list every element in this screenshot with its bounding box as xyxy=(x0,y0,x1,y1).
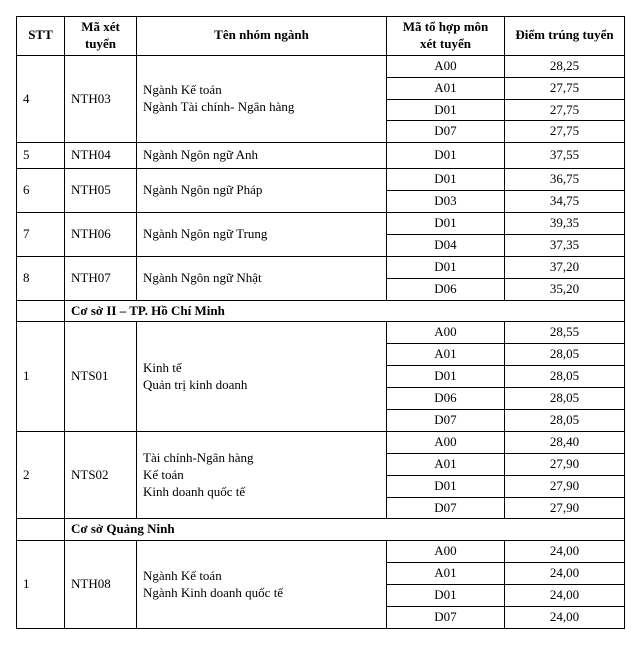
cell-combo: D01 xyxy=(387,169,505,191)
cell-score: 27,75 xyxy=(505,121,625,143)
cell-combo: D04 xyxy=(387,234,505,256)
cell-combo: D01 xyxy=(387,99,505,121)
cell-score: 28,05 xyxy=(505,366,625,388)
cell-combo: D06 xyxy=(387,278,505,300)
cell-score: 37,55 xyxy=(505,143,625,169)
cell-stt: 1 xyxy=(17,322,65,431)
section-title: Cơ sở Quảng Ninh xyxy=(65,519,625,541)
cell-score: 39,35 xyxy=(505,213,625,235)
section-stt-empty xyxy=(17,519,65,541)
cell-combo: D07 xyxy=(387,607,505,629)
cell-score: 27,90 xyxy=(505,475,625,497)
cell-stt: 5 xyxy=(17,143,65,169)
cell-combo: A01 xyxy=(387,77,505,99)
cell-score: 24,00 xyxy=(505,585,625,607)
cell-name: Ngành Ngôn ngữ Nhật xyxy=(137,256,387,300)
cell-name: Tài chính-Ngân hàngKế toánKinh doanh quố… xyxy=(137,431,387,519)
table-row: 1NTS01Kinh tếQuản trị kinh doanhA0028,55 xyxy=(17,322,625,344)
col-code: Mã xét tuyển xyxy=(65,17,137,56)
cell-combo: D01 xyxy=(387,585,505,607)
cell-combo: D01 xyxy=(387,143,505,169)
cell-name: Ngành Ngôn ngữ Pháp xyxy=(137,169,387,213)
cell-code: NTS02 xyxy=(65,431,137,519)
cell-score: 27,75 xyxy=(505,77,625,99)
table-row: 7NTH06Ngành Ngôn ngữ TrungD0139,35 xyxy=(17,213,625,235)
cell-combo: A01 xyxy=(387,344,505,366)
cell-score: 28,25 xyxy=(505,55,625,77)
cell-stt: 2 xyxy=(17,431,65,519)
table-row: 8NTH07Ngành Ngôn ngữ NhậtD0137,20 xyxy=(17,256,625,278)
cell-stt: 7 xyxy=(17,213,65,257)
cell-score: 27,90 xyxy=(505,453,625,475)
cell-combo: D01 xyxy=(387,366,505,388)
cell-combo: D07 xyxy=(387,497,505,519)
cell-score: 27,75 xyxy=(505,99,625,121)
cell-combo: A00 xyxy=(387,541,505,563)
table-row: 1NTH08Ngành Kế toánNgành Kinh doanh quốc… xyxy=(17,541,625,563)
table-row: 6NTH05Ngành Ngôn ngữ PhápD0136,75 xyxy=(17,169,625,191)
cell-code: NTH04 xyxy=(65,143,137,169)
cell-stt: 1 xyxy=(17,541,65,629)
cell-combo: D03 xyxy=(387,191,505,213)
cell-name: Ngành Kế toánNgành Kinh doanh quốc tế xyxy=(137,541,387,629)
section-row: Cơ sở II – TP. Hồ Chí Minh xyxy=(17,300,625,322)
cell-combo: A00 xyxy=(387,431,505,453)
section-title: Cơ sở II – TP. Hồ Chí Minh xyxy=(65,300,625,322)
cell-score: 28,05 xyxy=(505,344,625,366)
col-stt: STT xyxy=(17,17,65,56)
cell-score: 24,00 xyxy=(505,563,625,585)
cell-stt: 8 xyxy=(17,256,65,300)
cell-code: NTH03 xyxy=(65,55,137,143)
cell-score: 28,05 xyxy=(505,388,625,410)
cell-stt: 4 xyxy=(17,55,65,143)
section-stt-empty xyxy=(17,300,65,322)
cell-score: 27,90 xyxy=(505,497,625,519)
col-combo: Mã tổ hợp môn xét tuyển xyxy=(387,17,505,56)
cell-combo: D07 xyxy=(387,410,505,432)
admissions-table: STT Mã xét tuyển Tên nhóm ngành Mã tổ hợ… xyxy=(16,16,625,629)
cell-code: NTH08 xyxy=(65,541,137,629)
cell-code: NTS01 xyxy=(65,322,137,431)
cell-score: 37,35 xyxy=(505,234,625,256)
cell-score: 37,20 xyxy=(505,256,625,278)
cell-code: NTH05 xyxy=(65,169,137,213)
cell-name: Ngành Kế toánNgành Tài chính- Ngân hàng xyxy=(137,55,387,143)
cell-score: 28,55 xyxy=(505,322,625,344)
cell-combo: D01 xyxy=(387,213,505,235)
cell-score: 34,75 xyxy=(505,191,625,213)
table-header-row: STT Mã xét tuyển Tên nhóm ngành Mã tổ hợ… xyxy=(17,17,625,56)
cell-combo: D06 xyxy=(387,388,505,410)
table-row: 2NTS02Tài chính-Ngân hàngKế toánKinh doa… xyxy=(17,431,625,453)
cell-combo: A00 xyxy=(387,55,505,77)
table-row: 4NTH03Ngành Kế toánNgành Tài chính- Ngân… xyxy=(17,55,625,77)
cell-score: 28,40 xyxy=(505,431,625,453)
cell-score: 36,75 xyxy=(505,169,625,191)
cell-name: Kinh tếQuản trị kinh doanh xyxy=(137,322,387,431)
cell-combo: D01 xyxy=(387,475,505,497)
cell-combo: A01 xyxy=(387,563,505,585)
cell-score: 24,00 xyxy=(505,541,625,563)
col-name: Tên nhóm ngành xyxy=(137,17,387,56)
cell-code: NTH07 xyxy=(65,256,137,300)
cell-combo: A00 xyxy=(387,322,505,344)
cell-combo: D07 xyxy=(387,121,505,143)
cell-name: Ngành Ngôn ngữ Trung xyxy=(137,213,387,257)
cell-score: 24,00 xyxy=(505,607,625,629)
cell-name: Ngành Ngôn ngữ Anh xyxy=(137,143,387,169)
section-row: Cơ sở Quảng Ninh xyxy=(17,519,625,541)
cell-combo: D01 xyxy=(387,256,505,278)
col-score: Điểm trúng tuyển xyxy=(505,17,625,56)
cell-score: 35,20 xyxy=(505,278,625,300)
cell-code: NTH06 xyxy=(65,213,137,257)
cell-score: 28,05 xyxy=(505,410,625,432)
cell-combo: A01 xyxy=(387,453,505,475)
table-row: 5NTH04Ngành Ngôn ngữ AnhD0137,55 xyxy=(17,143,625,169)
cell-stt: 6 xyxy=(17,169,65,213)
